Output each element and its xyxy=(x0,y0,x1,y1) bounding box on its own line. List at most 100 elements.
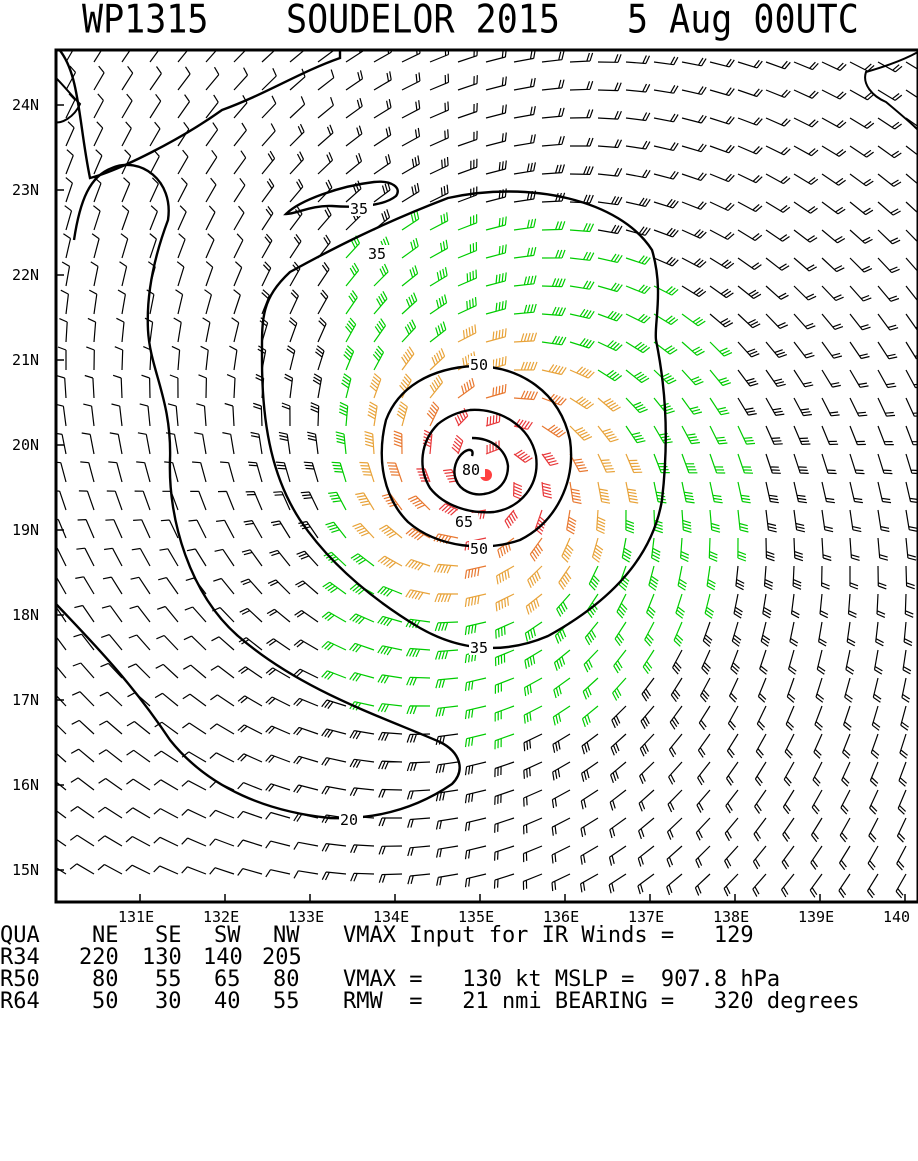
wind-barb xyxy=(464,761,487,776)
wind-barb-stroke xyxy=(905,117,918,128)
wind-barb xyxy=(877,397,896,417)
wind-barb-stroke xyxy=(433,563,459,574)
wind-barb xyxy=(261,178,275,203)
wind-barb xyxy=(300,491,319,511)
wind-barb xyxy=(109,432,123,455)
wind-barb-stroke xyxy=(359,461,375,483)
wind-barb xyxy=(401,346,415,371)
wind-barb xyxy=(513,105,536,119)
wind-barb xyxy=(569,453,589,473)
wind-barb-stroke xyxy=(569,52,594,63)
r34-nw: 205 xyxy=(262,945,302,970)
wind-barb-stroke xyxy=(513,275,537,287)
wind-barb xyxy=(393,430,403,455)
wind-barb-stroke xyxy=(709,341,733,357)
wind-barb xyxy=(345,50,364,63)
wind-barb xyxy=(457,324,477,343)
wind-barb-stroke xyxy=(903,621,913,647)
wind-barb xyxy=(401,319,417,343)
wind-barb xyxy=(898,761,907,787)
wind-barb-stroke xyxy=(789,621,799,647)
wind-barb-stroke xyxy=(793,257,817,272)
wind-barb xyxy=(765,537,775,562)
wind-barb xyxy=(765,285,789,300)
wind-barb-stroke xyxy=(765,509,777,533)
wind-barb-stroke xyxy=(116,317,125,343)
wind-barb xyxy=(349,787,375,797)
longitude-label: 135E xyxy=(458,908,494,925)
wind-barb xyxy=(551,817,571,836)
wind-barb-stroke xyxy=(261,123,276,147)
wind-barb xyxy=(877,537,889,561)
wind-barb xyxy=(209,809,235,819)
wind-barb-stroke xyxy=(131,547,151,567)
wind-barb-stroke xyxy=(237,810,263,819)
wind-barb xyxy=(821,565,830,590)
r50-nw: 80 xyxy=(273,967,300,992)
wind-barb-stroke xyxy=(838,845,851,871)
wind-barb xyxy=(328,491,347,511)
wind-barb-stroke xyxy=(625,55,651,65)
wind-barb-stroke xyxy=(709,285,734,299)
wind-barb-stroke xyxy=(494,733,515,750)
wind-barb-stroke xyxy=(513,361,538,371)
wind-barb-stroke xyxy=(849,257,873,273)
wind-barb-stroke xyxy=(373,318,386,343)
wind-barb xyxy=(553,649,571,671)
wind-barb xyxy=(200,345,209,371)
wind-barb xyxy=(233,95,248,119)
wind-barb xyxy=(75,576,95,595)
wind-barb xyxy=(367,401,378,427)
wind-barb xyxy=(426,401,440,427)
wind-barb-stroke xyxy=(350,553,375,567)
wind-barb xyxy=(293,726,319,736)
wind-barb-stroke xyxy=(177,94,190,119)
wind-barb-stroke xyxy=(730,649,740,675)
wind-barb-stroke xyxy=(121,177,131,203)
wind-barb-stroke xyxy=(261,95,277,119)
wind-barb-stroke xyxy=(196,403,207,427)
wind-barb xyxy=(905,285,918,303)
wind-barb xyxy=(378,845,403,855)
wind-barb xyxy=(866,873,879,899)
wind-barb-stroke xyxy=(695,817,711,841)
wind-barb-stroke xyxy=(905,565,915,590)
wind-barb-stroke xyxy=(239,607,263,623)
wind-barb xyxy=(350,872,375,882)
wind-barb xyxy=(757,677,767,703)
wind-barb-stroke xyxy=(121,50,131,63)
wind-barb-stroke xyxy=(737,285,762,300)
wind-barb xyxy=(552,733,571,753)
wind-barb xyxy=(541,249,566,259)
wind-barb xyxy=(457,130,478,147)
wind-barb xyxy=(646,593,656,619)
wind-barb xyxy=(91,233,100,259)
latitude-label: 24N xyxy=(12,96,39,114)
wind-barb-stroke xyxy=(849,89,875,101)
wind-barb xyxy=(237,868,263,876)
wind-barb-stroke xyxy=(597,425,619,443)
wind-barb-stroke xyxy=(233,122,247,147)
wind-barb xyxy=(457,214,478,231)
wind-barb-stroke xyxy=(616,593,628,619)
wind-barb xyxy=(653,170,679,180)
wind-barb-stroke xyxy=(321,757,347,766)
wind-barb-stroke xyxy=(877,257,900,274)
wind-barb-stroke xyxy=(541,107,565,119)
wind-barb xyxy=(681,257,707,268)
wind-barb xyxy=(494,817,515,833)
wind-barb xyxy=(190,490,207,511)
wind-barb xyxy=(269,549,291,567)
wind-barb xyxy=(849,313,871,331)
wind-barb xyxy=(237,724,263,735)
wind-barb-stroke xyxy=(237,695,263,707)
wind-barb-stroke xyxy=(644,621,655,647)
wind-barb xyxy=(233,122,247,147)
wind-barb xyxy=(625,369,650,384)
wind-barb-stroke xyxy=(709,201,735,212)
wind-barb-stroke xyxy=(169,374,179,399)
wind-barb-stroke xyxy=(56,781,67,791)
wind-barb xyxy=(905,565,915,590)
wind-barb xyxy=(869,761,879,787)
wind-barb xyxy=(793,425,811,445)
